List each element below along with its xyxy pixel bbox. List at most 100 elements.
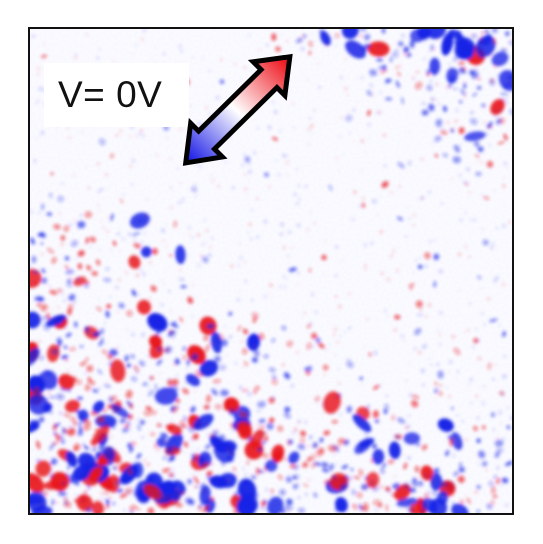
positive-domain-spot [453,347,461,356]
negative-domain-spot [184,497,193,505]
negative-domain-spot [211,388,218,396]
negative-domain-spot [486,121,493,129]
background-speckle [187,356,193,362]
positive-domain-spot [327,444,337,452]
positive-domain-spot [403,462,408,470]
background-speckle [184,381,188,385]
negative-domain-spot [321,462,329,468]
negative-domain-spot [406,52,412,58]
background-speckle [41,317,46,323]
background-speckle [500,483,503,487]
background-speckle [291,101,295,106]
background-speckle [355,446,359,450]
negative-domain-spot [187,425,195,433]
negative-domain-spot [30,311,41,329]
background-speckle [498,324,501,327]
background-speckle [247,33,252,38]
background-speckle [191,447,194,449]
positive-domain-spot [124,424,129,429]
positive-domain-spot [173,220,178,228]
background-speckle [328,343,332,346]
background-speckle [282,153,287,158]
background-speckle [314,310,319,315]
background-speckle [291,430,296,435]
background-speckle [310,32,313,35]
positive-domain-spot [255,467,260,475]
negative-domain-spot [428,103,435,112]
negative-domain-spot [491,51,509,67]
positive-domain-spot [73,276,87,287]
positive-domain-spot [252,316,257,323]
background-speckle [248,163,251,167]
background-speckle [377,109,383,115]
negative-domain-spot [251,357,258,363]
negative-domain-spot [401,96,404,105]
background-speckle [200,156,205,161]
positive-domain-spot [440,130,448,135]
background-speckle [471,344,476,349]
background-speckle [333,453,336,456]
positive-domain-spot [204,344,210,353]
background-speckle [300,46,305,52]
negative-domain-spot [482,239,489,246]
negative-domain-spot [51,458,58,465]
negative-domain-spot [130,376,138,382]
background-speckle [377,43,383,49]
positive-domain-spot [105,504,110,509]
background-speckle [196,233,201,237]
negative-domain-spot [185,373,200,387]
background-speckle [439,126,444,132]
positive-domain-spot [128,255,141,269]
background-speckle [337,304,343,309]
background-speckle [213,127,216,130]
positive-domain-spot [112,240,117,246]
background-speckle [50,474,53,477]
background-speckle [408,217,411,220]
negative-domain-spot [416,442,421,447]
background-speckle [63,325,68,330]
negative-domain-spot [359,447,364,453]
background-speckle [242,365,245,368]
background-speckle [140,37,145,42]
positive-domain-spot [277,474,283,481]
background-speckle [45,493,48,496]
background-speckle [30,209,34,214]
negative-domain-spot [103,446,116,461]
background-speckle [83,493,88,498]
background-speckle [392,327,398,333]
negative-domain-spot [91,388,99,393]
background-speckle [54,501,58,505]
background-speckle [274,159,278,162]
negative-domain-spot [486,503,493,510]
background-speckle [243,172,247,176]
negative-domain-spot [476,438,481,444]
background-speckle [265,43,269,47]
positive-domain-spot [258,332,265,340]
positive-domain-spot [308,50,312,56]
positive-domain-spot [246,460,250,466]
positive-domain-spot [337,438,346,445]
background-speckle [178,425,183,429]
background-speckle [335,507,339,511]
negative-domain-spot [55,393,65,401]
negative-domain-spot [209,435,227,453]
background-speckle [225,354,228,357]
background-speckle [295,349,300,355]
background-speckle [463,244,467,249]
background-speckle [296,495,301,500]
background-speckle [334,294,338,299]
negative-domain-spot [463,82,467,90]
negative-domain-spot [171,437,176,441]
background-speckle [149,154,152,158]
background-speckle [500,422,503,425]
positive-domain-spot [182,388,189,394]
background-speckle [495,436,500,441]
background-speckle [74,324,79,329]
background-speckle [200,242,206,247]
background-speckle [488,51,493,57]
negative-domain-spot [501,477,509,484]
background-speckle [75,220,80,225]
background-speckle [42,497,46,501]
background-speckle [213,336,217,340]
background-speckle [205,240,208,243]
